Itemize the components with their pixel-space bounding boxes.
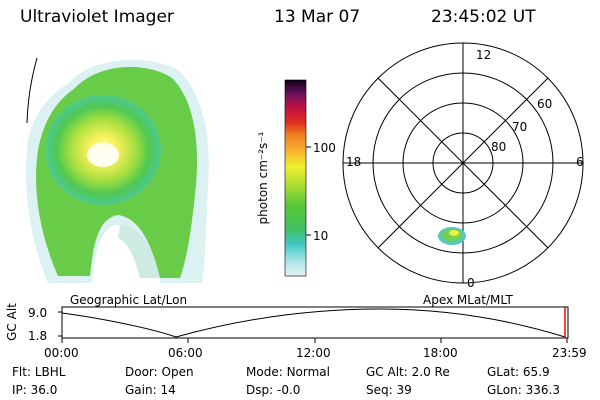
apex-projection-label: Apex MLat/MLT bbox=[423, 293, 513, 307]
lat-label-60: 60 bbox=[537, 97, 553, 111]
time-label-2359: 23:59 bbox=[552, 346, 587, 360]
status-seq-key: Seq: bbox=[366, 383, 393, 397]
time-label-1800: 18:00 bbox=[423, 346, 458, 360]
status-door: Door: Open bbox=[125, 365, 194, 379]
status-ip-value: 36.0 bbox=[30, 383, 58, 397]
status-glon-key: GLon: bbox=[487, 383, 522, 397]
time-label-0000: 00:00 bbox=[44, 346, 79, 360]
alt-tick-9: 9.0 bbox=[28, 306, 48, 320]
colorbar-tick-label-100: 100 bbox=[313, 141, 336, 155]
status-glat-value: 65.9 bbox=[522, 365, 550, 379]
status-mode: Mode: Normal bbox=[246, 365, 330, 379]
aurora-peak bbox=[87, 143, 119, 167]
instrument-title: Ultraviolet Imager bbox=[20, 7, 174, 27]
aurora-lower-band bbox=[118, 225, 160, 278]
lat-label-80: 80 bbox=[491, 140, 507, 154]
earth-limb-arc bbox=[26, 57, 38, 124]
altitude-plot bbox=[58, 306, 569, 343]
status-gc-alt: GC Alt: 2.0 Re bbox=[366, 365, 450, 379]
status-ip: IP: 36.0 bbox=[12, 383, 57, 397]
status-seq-value: 39 bbox=[396, 383, 412, 397]
geographic-projection-label: Geographic Lat/Lon bbox=[70, 293, 188, 307]
status-mode-key: Mode: bbox=[246, 365, 283, 379]
colorbar-tick-label-10: 10 bbox=[313, 229, 329, 243]
colorbar bbox=[284, 79, 307, 277]
altitude-curve bbox=[61, 308, 566, 338]
aurora-image bbox=[26, 57, 209, 283]
status-dsp-value: -0.0 bbox=[276, 383, 301, 397]
gc-alt-axis-label: GC Alt bbox=[5, 303, 19, 341]
status-filter-value: LBHL bbox=[34, 365, 66, 379]
status-glat: GLat: 65.9 bbox=[487, 365, 550, 379]
status-ip-key: IP: bbox=[12, 383, 27, 397]
status-door-value: Open bbox=[161, 365, 194, 379]
polar-grid bbox=[342, 42, 584, 284]
time-label-0600: 06:00 bbox=[168, 346, 203, 360]
status-gain-key: Gain: bbox=[125, 383, 157, 397]
lat-label-70: 70 bbox=[512, 120, 528, 134]
status-door-key: Door: bbox=[125, 365, 158, 379]
observation-time: 23:45:02 UT bbox=[431, 7, 536, 27]
status-glon-value: 336.3 bbox=[525, 383, 560, 397]
observation-date: 13 Mar 07 bbox=[274, 7, 361, 27]
alt-tick-1-8: 1.8 bbox=[28, 329, 48, 343]
polar-diag-2 bbox=[377, 77, 549, 249]
time-label-1200: 12:00 bbox=[296, 346, 331, 360]
status-mode-value: Normal bbox=[286, 365, 330, 379]
status-dsp: Dsp: -0.0 bbox=[246, 383, 300, 397]
mlt-label-18: 18 bbox=[346, 155, 362, 169]
status-glon: GLon: 336.3 bbox=[487, 383, 560, 397]
mlt-label-12: 12 bbox=[476, 48, 492, 62]
colorbar-unit-label: photon cm⁻²s⁻¹ bbox=[256, 131, 270, 225]
mlt-label-0: 0 bbox=[467, 276, 475, 290]
status-dsp-key: Dsp: bbox=[246, 383, 274, 397]
status-gain-value: 14 bbox=[160, 383, 176, 397]
status-filter-key: Flt: bbox=[12, 365, 31, 379]
status-gc-alt-value: 2.0 Re bbox=[411, 365, 450, 379]
polar-aurora-spot bbox=[438, 227, 466, 245]
mlt-label-6: 6 bbox=[576, 155, 584, 169]
status-gain: Gain: 14 bbox=[125, 383, 176, 397]
status-seq: Seq: 39 bbox=[366, 383, 412, 397]
status-glat-key: GLat: bbox=[487, 365, 520, 379]
status-gc-alt-key: GC Alt: bbox=[366, 365, 408, 379]
status-filter: Flt: LBHL bbox=[12, 365, 65, 379]
